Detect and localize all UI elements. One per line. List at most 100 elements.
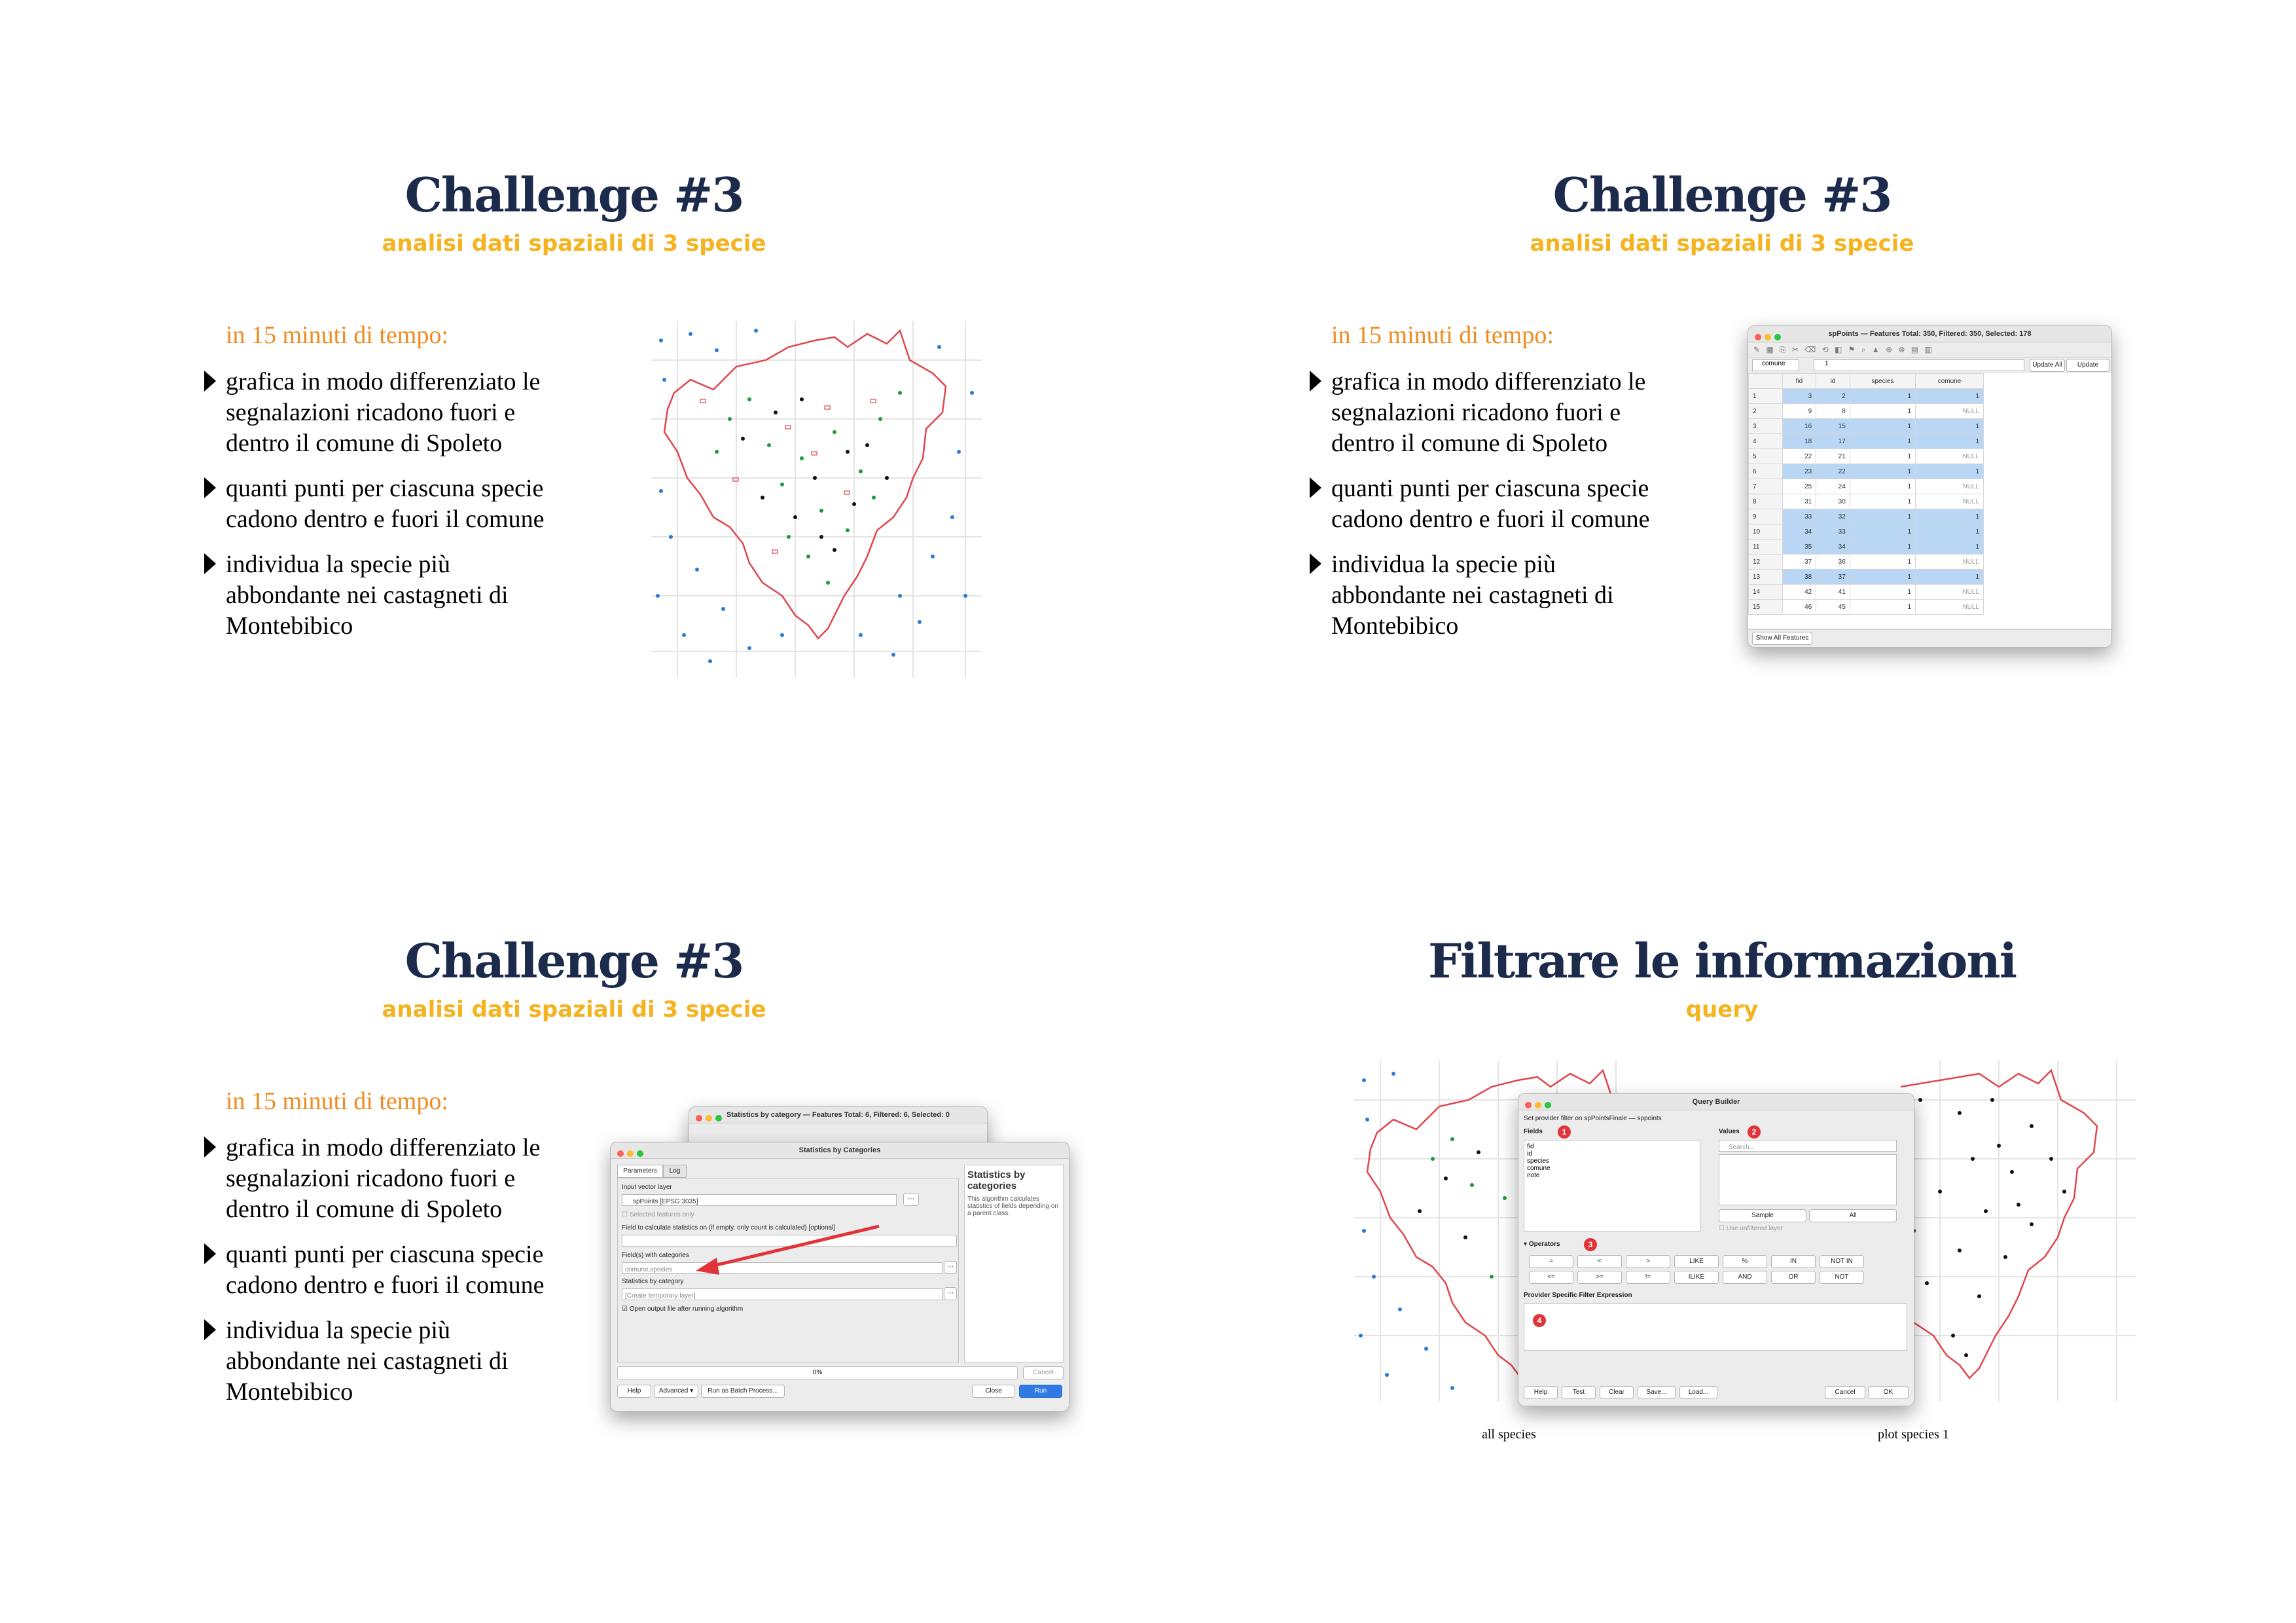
table-cell[interactable]: 37 <box>1782 554 1817 570</box>
table-cell[interactable]: 3 <box>1782 388 1817 404</box>
table-cell[interactable]: NULL <box>1915 599 1984 615</box>
row-number[interactable]: 4 <box>1748 433 1783 449</box>
table-cell[interactable]: 1 <box>1915 433 1984 449</box>
table-cell[interactable]: 1 <box>1849 509 1916 524</box>
tab-parameters[interactable]: Parameters <box>617 1165 663 1178</box>
advanced-button[interactable]: Advanced ▾ <box>654 1385 698 1398</box>
table-cell[interactable]: 1 <box>1849 433 1916 449</box>
table-cell[interactable]: 21 <box>1816 448 1850 464</box>
table-cell[interactable]: 1 <box>1849 599 1916 615</box>
row-number[interactable]: 13 <box>1748 569 1783 585</box>
table-cell[interactable]: NULL <box>1915 584 1984 600</box>
table-cell[interactable]: 24 <box>1816 479 1850 494</box>
operator-button[interactable]: <= <box>1529 1271 1573 1284</box>
table-cell[interactable]: 1 <box>1915 388 1984 404</box>
ok-button[interactable]: OK <box>1868 1386 1909 1399</box>
table-row[interactable]: 4 18 17 1 1 <box>1748 433 1984 449</box>
table-cell[interactable]: 1 <box>1915 569 1984 585</box>
zoom-dot[interactable] <box>637 1150 643 1157</box>
update-selected-button[interactable]: Update Selected <box>2066 359 2109 380</box>
close-dot[interactable] <box>1755 334 1761 340</box>
minimize-dot[interactable] <box>1765 334 1771 340</box>
table-cell[interactable]: 1 <box>1915 524 1984 539</box>
expression-input[interactable]: 1 <box>1814 359 2024 371</box>
row-number[interactable]: 7 <box>1748 479 1783 494</box>
table-cell[interactable]: 34 <box>1782 524 1817 539</box>
column-header[interactable]: id <box>1816 373 1850 389</box>
table-cell[interactable]: NULL <box>1915 403 1984 419</box>
zoom-dot[interactable] <box>715 1115 722 1122</box>
table-cell[interactable]: 1 <box>1849 388 1916 404</box>
all-button[interactable]: All <box>1809 1209 1897 1222</box>
cancel-button[interactable]: Cancel <box>1825 1386 1865 1399</box>
table-row[interactable]: 11 35 34 1 1 <box>1748 539 1984 555</box>
column-header[interactable]: comune <box>1915 373 1984 389</box>
input-layer-select[interactable]: spPoints [EPSG:3035] <box>622 1194 897 1206</box>
clear-button[interactable]: Clear <box>1600 1386 1634 1399</box>
row-number[interactable]: 1 <box>1748 388 1783 404</box>
values-list[interactable] <box>1719 1154 1897 1205</box>
layer-options-button[interactable]: ⋯ <box>903 1193 919 1206</box>
table-row[interactable]: 2 9 8 1 NULL <box>1748 403 1984 419</box>
row-number[interactable]: 3 <box>1748 418 1783 434</box>
table-cell[interactable]: 1 <box>1849 418 1916 434</box>
table-cell[interactable]: 42 <box>1782 584 1817 600</box>
row-number[interactable]: 10 <box>1748 524 1783 539</box>
output-field[interactable]: [Create temporary layer] <box>622 1288 942 1300</box>
table-cell[interactable]: 33 <box>1816 524 1850 539</box>
zoom-dot[interactable] <box>1545 1102 1551 1108</box>
row-number[interactable]: 11 <box>1748 539 1783 555</box>
table-row[interactable]: 7 25 24 1 NULL <box>1748 479 1984 494</box>
table-cell[interactable]: 1 <box>1849 448 1916 464</box>
table-cell[interactable]: 25 <box>1782 479 1817 494</box>
column-header[interactable]: species <box>1849 373 1916 389</box>
minimize-dot[interactable] <box>706 1115 712 1122</box>
table-cell[interactable]: 1 <box>1849 539 1916 555</box>
show-all-features-button[interactable]: Show All Features <box>1752 632 1812 645</box>
operator-button[interactable]: % <box>1723 1255 1767 1268</box>
operator-button[interactable]: != <box>1626 1271 1670 1284</box>
tab-log[interactable]: Log <box>663 1165 687 1178</box>
operator-button[interactable]: NOT IN <box>1820 1255 1864 1268</box>
table-cell[interactable]: 16 <box>1782 418 1817 434</box>
column-header[interactable]: fid <box>1782 373 1817 389</box>
row-number[interactable]: 9 <box>1748 509 1783 524</box>
table-cell[interactable]: 1 <box>1849 584 1916 600</box>
table-cell[interactable]: 18 <box>1782 433 1817 449</box>
table-row[interactable]: 15 46 45 1 NULL <box>1748 599 1984 615</box>
table-cell[interactable]: 37 <box>1816 569 1850 585</box>
table-cell[interactable]: 1 <box>1849 479 1916 494</box>
table-row[interactable]: 12 37 36 1 NULL <box>1748 554 1984 570</box>
table-row[interactable]: 13 38 37 1 1 <box>1748 569 1984 585</box>
table-cell[interactable]: 32 <box>1816 509 1850 524</box>
test-button[interactable]: Test <box>1562 1386 1596 1399</box>
open-after-checkbox[interactable]: ☑ Open output file after running algorit… <box>622 1305 744 1313</box>
row-number[interactable]: 15 <box>1748 599 1783 615</box>
table-row[interactable]: 3 16 15 1 1 <box>1748 418 1984 434</box>
table-cell[interactable]: 30 <box>1816 494 1850 509</box>
load-button[interactable]: Load... <box>1679 1386 1717 1399</box>
table-cell[interactable]: 46 <box>1782 599 1817 615</box>
operator-button[interactable]: > <box>1626 1255 1670 1268</box>
field-item[interactable]: comune <box>1527 1165 1551 1172</box>
table-cell[interactable]: NULL <box>1915 494 1984 509</box>
table-cell[interactable]: 45 <box>1816 599 1850 615</box>
operator-button[interactable]: IN <box>1771 1255 1816 1268</box>
selected-only-checkbox[interactable]: ☐ Selected features only <box>622 1211 694 1218</box>
close-dot[interactable] <box>1525 1102 1532 1108</box>
row-number[interactable]: 8 <box>1748 494 1783 509</box>
operator-button[interactable]: NOT <box>1820 1271 1864 1284</box>
table-cell[interactable]: 17 <box>1816 433 1850 449</box>
table-cell[interactable]: 1 <box>1915 539 1984 555</box>
close-dot[interactable] <box>617 1150 624 1157</box>
update-all-button[interactable]: Update All <box>2030 359 2065 372</box>
table-cell[interactable]: 1 <box>1849 524 1916 539</box>
operator-button[interactable]: OR <box>1771 1271 1816 1284</box>
table-cell[interactable]: 1 <box>1849 464 1916 479</box>
zoom-dot[interactable] <box>1774 334 1781 340</box>
use-unfiltered-checkbox[interactable]: ☐ Use unfiltered layer <box>1719 1225 1783 1232</box>
operator-button[interactable]: = <box>1529 1255 1573 1268</box>
table-row[interactable]: 9 33 32 1 1 <box>1748 509 1984 524</box>
minimize-dot[interactable] <box>627 1150 634 1157</box>
